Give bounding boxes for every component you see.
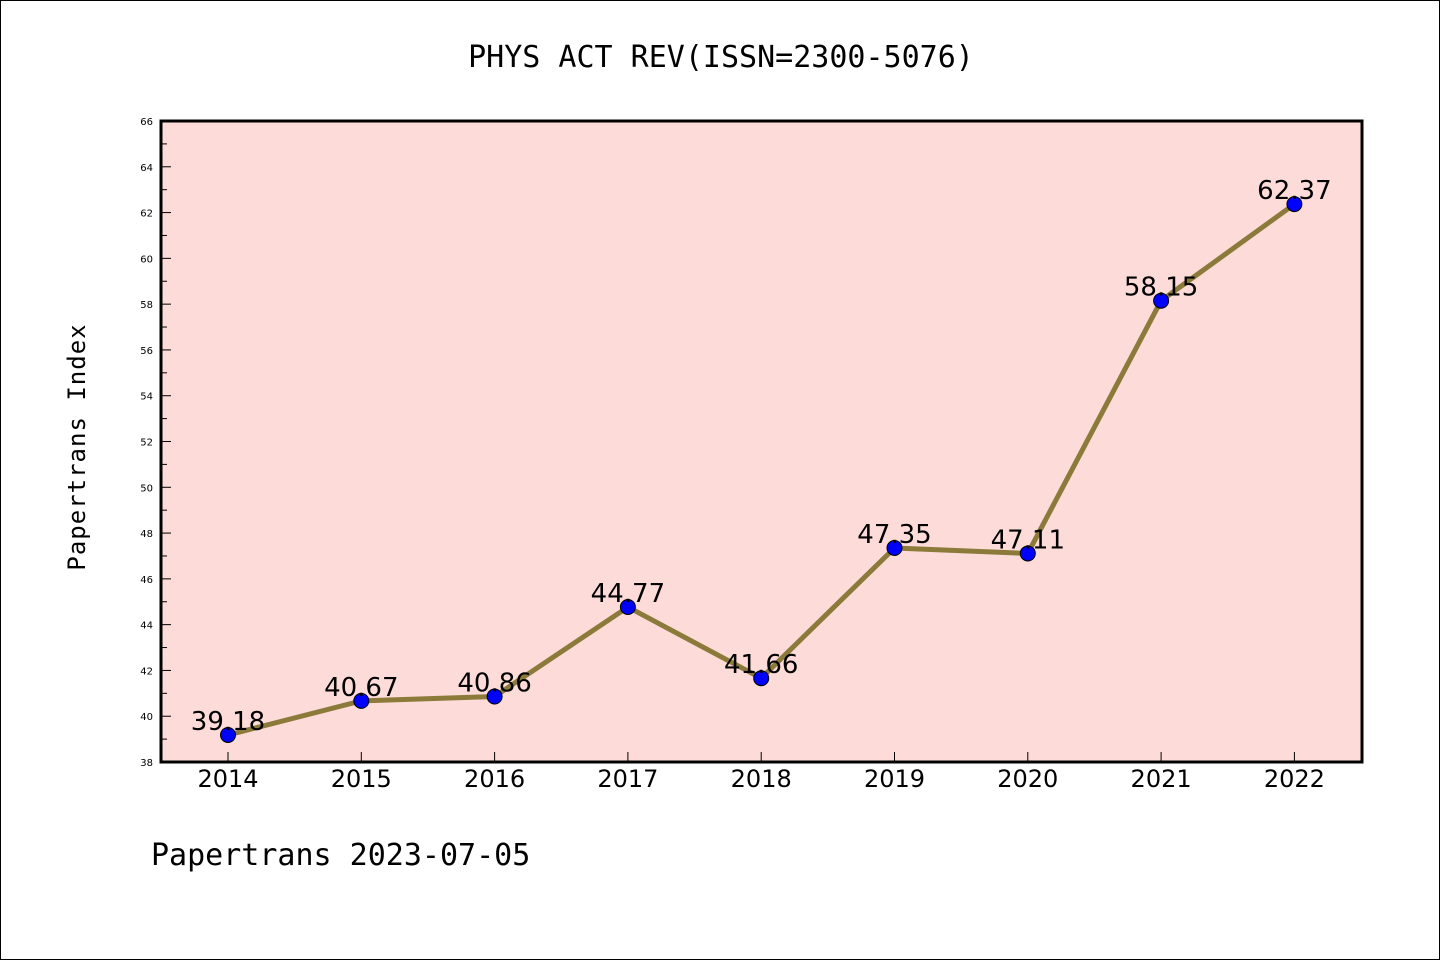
y-tick-label: 48 (140, 529, 153, 540)
data-point (1019, 545, 1036, 562)
data-label: 47.11 (991, 525, 1065, 555)
y-tick-label: 58 (140, 300, 153, 311)
data-label: 58.15 (1124, 273, 1198, 303)
y-tick-label: 62 (140, 209, 153, 220)
data-point (1286, 196, 1303, 213)
data-label: 40.67 (324, 673, 398, 703)
x-tick-label: 2016 (464, 765, 525, 793)
series-index (220, 196, 1303, 743)
data-labels: 39.18 40.67 40.86 44.77 41.66 47.35 47.11 58.15… (191, 176, 1332, 737)
x-tick-label: 2018 (731, 765, 792, 793)
data-point (353, 692, 370, 709)
data-label: 39.18 (191, 707, 265, 737)
data-point (619, 599, 636, 616)
y-tick-label: 40 (140, 712, 153, 723)
x-tick-label: 2020 (997, 765, 1058, 793)
y-tick-label: 64 (140, 163, 153, 174)
plot-border (159, 119, 1364, 764)
y-axis-label: Papertrans Index (63, 323, 91, 570)
y-tick-label: 54 (140, 392, 153, 403)
x-tick-label: 2015 (331, 765, 392, 793)
x-axis: 2014 2015 2016 2017 2018 2019 2020 2021 2022 (197, 752, 1325, 793)
y-tick-label: 44 (140, 621, 153, 632)
data-point (220, 726, 236, 743)
y-tick-label: 50 (140, 483, 153, 494)
x-tick-label: 2017 (597, 765, 658, 793)
y-tick-label: 66 (140, 117, 153, 128)
data-point (486, 688, 503, 705)
data-label: 47.35 (857, 520, 931, 550)
y-tick-label: 42 (140, 666, 153, 677)
x-tick-label: 2022 (1264, 765, 1325, 793)
y-tick-label: 60 (140, 254, 153, 265)
x-tick-label: 2019 (864, 765, 925, 793)
y-tick-label: 52 (140, 438, 153, 449)
footer-date: Papertrans 2023-07-05 (151, 838, 530, 873)
data-label: 62.37 (1257, 176, 1331, 206)
chart-title: PHYS ACT REV(ISSN=2300-5076) (468, 40, 974, 75)
y-tick-label: 46 (140, 575, 153, 586)
data-label: 40.86 (457, 669, 531, 699)
plot-area (161, 121, 1362, 762)
x-tick-label: 2014 (197, 765, 258, 793)
x-tick-label: 2021 (1131, 765, 1192, 793)
data-label: 44.77 (591, 579, 665, 609)
data-point (1153, 292, 1170, 309)
data-label: 41.66 (724, 650, 798, 680)
y-tick-label: 38 (140, 758, 153, 769)
data-point (886, 539, 903, 556)
data-point (753, 670, 770, 687)
y-tick-label: 56 (140, 346, 153, 357)
